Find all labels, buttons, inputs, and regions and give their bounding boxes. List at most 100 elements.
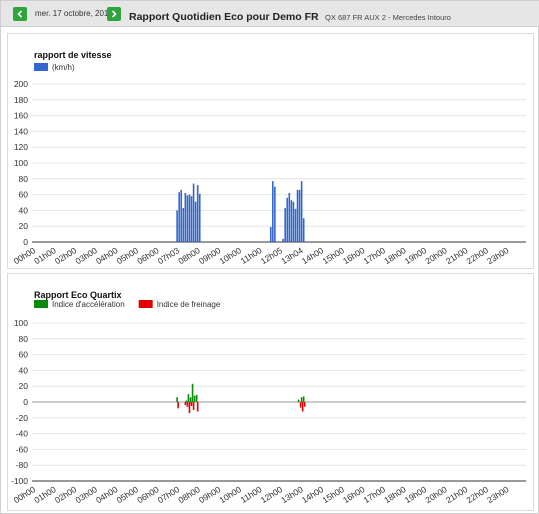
y-tick-label: 80: [19, 334, 29, 344]
chart-bar: [192, 183, 195, 242]
x-tick-label: 05h00: [115, 245, 141, 266]
x-tick-label: 12h05: [259, 245, 285, 266]
y-tick-label: 0: [23, 237, 28, 247]
x-tick-label: 23h00: [485, 245, 511, 266]
chart-bar: [196, 185, 199, 242]
chart-bar: [296, 189, 299, 242]
next-day-button[interactable]: [107, 7, 121, 21]
chevron-left-icon: [17, 10, 23, 18]
x-tick-label: 07h00: [156, 484, 182, 505]
x-tick-label: 18h00: [382, 245, 408, 266]
report-date: mer. 17 octobre, 2018: [35, 9, 113, 18]
chart-title: Rapport Eco Quartix: [34, 290, 122, 300]
chart-bar: [284, 208, 286, 242]
chart-bar: [269, 226, 272, 242]
chart-bar: [190, 402, 193, 406]
y-tick-label: 160: [14, 111, 28, 121]
x-tick-label: 20h00: [423, 484, 449, 505]
chart-bar: [286, 197, 289, 242]
chart-bar: [186, 195, 189, 242]
x-tick-label: 02h00: [53, 484, 79, 505]
chart-bar: [188, 194, 191, 242]
x-tick-label: 08h00: [176, 484, 202, 505]
chart-bar: [194, 201, 197, 242]
y-tick-label: 100: [14, 318, 28, 328]
y-tick-label: 180: [14, 95, 28, 105]
legend-label: (km/h): [52, 63, 75, 72]
x-tick-label: 22h00: [465, 245, 491, 266]
previous-day-button[interactable]: [13, 7, 27, 21]
chart-bar: [272, 181, 274, 242]
x-tick-label: 12h00: [259, 484, 285, 505]
x-tick-label: 22h00: [465, 484, 491, 505]
x-tick-label: 00h00: [12, 245, 38, 266]
y-tick-label: -80: [16, 460, 29, 470]
x-tick-label: 06h00: [135, 245, 161, 266]
report-header: mer. 17 octobre, 2018 Rapport Quotidien …: [1, 1, 539, 27]
chart-bar: [301, 402, 304, 412]
x-tick-label: 03h00: [73, 245, 99, 266]
x-tick-label: 14h00: [300, 245, 326, 266]
chart-bar: [193, 395, 196, 402]
x-tick-label: 11h00: [239, 245, 264, 266]
y-tick-label: 0: [23, 397, 28, 407]
chart-bar: [300, 181, 303, 242]
eco-chart-panel: Rapport Eco Quartix Indice d'accélération…: [7, 273, 534, 511]
chart-bar: [191, 383, 194, 402]
y-tick-label: -20: [16, 413, 29, 423]
y-tick-label: -40: [16, 429, 29, 439]
chart-bar: [298, 189, 301, 242]
chart-bar: [300, 397, 303, 402]
speed-chart-panel: rapport de vitesse (km/h) 0 20 40 60 80 100 120 1…: [7, 33, 534, 269]
x-tick-label: 04h00: [94, 245, 120, 266]
chart-bar: [177, 402, 179, 409]
chevron-right-icon: [111, 10, 117, 18]
y-tick-label: 40: [19, 205, 29, 215]
chart-bar: [180, 189, 183, 242]
x-tick-label: 16h00: [341, 484, 367, 505]
chart-bar: [176, 210, 178, 242]
y-tick-label: 60: [19, 190, 29, 200]
x-tick-label: 19h00: [403, 245, 429, 266]
x-tick-label: 20h00: [423, 245, 449, 266]
y-tick-label: -60: [16, 444, 29, 454]
chart-bar: [290, 200, 293, 242]
x-tick-label: 21h00: [444, 484, 470, 505]
x-tick-label: 05h00: [115, 484, 141, 505]
chart-bar: [302, 396, 305, 402]
y-tick-label: -100: [11, 476, 28, 486]
chart-bar: [184, 402, 187, 406]
y-tick-label: 40: [19, 365, 29, 375]
legend-swatch: [34, 63, 48, 71]
chart-bar: [187, 394, 190, 402]
x-tick-label: 02h00: [53, 245, 79, 266]
legend-swatch: [34, 300, 48, 308]
x-tick-label: 09h00: [197, 245, 223, 266]
report-title-wrap: Rapport Quotidien Eco pour Demo FR QX 68…: [129, 7, 451, 25]
y-tick-label: 20: [19, 221, 29, 231]
chart-bar: [294, 208, 297, 242]
chart-title: rapport de vitesse: [34, 50, 112, 60]
x-tick-label: 23h00: [485, 484, 511, 505]
y-tick-label: 200: [14, 79, 28, 89]
x-tick-label: 07h03: [156, 245, 182, 266]
x-tick-label: 09h00: [197, 484, 223, 505]
x-tick-label: 13h04: [279, 245, 305, 266]
x-tick-label: 01h00: [32, 245, 58, 266]
y-tick-label: 20: [19, 381, 29, 391]
report-title: Rapport Quotidien Eco pour Demo FR: [129, 11, 319, 23]
x-tick-label: 17h00: [362, 484, 388, 505]
chart-bar: [184, 193, 187, 242]
chart-bar: [299, 402, 302, 408]
chart-bar: [185, 400, 188, 402]
chart-bar: [274, 186, 276, 242]
x-tick-label: 21h00: [444, 245, 470, 266]
x-tick-label: 14h00: [300, 484, 326, 505]
x-tick-label: 18h00: [382, 484, 408, 505]
x-tick-label: 10h00: [218, 484, 244, 505]
x-tick-label: 19h00: [403, 484, 429, 505]
x-tick-label: 17h00: [362, 245, 388, 266]
chart-bar: [189, 397, 192, 402]
chart-bar: [195, 394, 198, 402]
